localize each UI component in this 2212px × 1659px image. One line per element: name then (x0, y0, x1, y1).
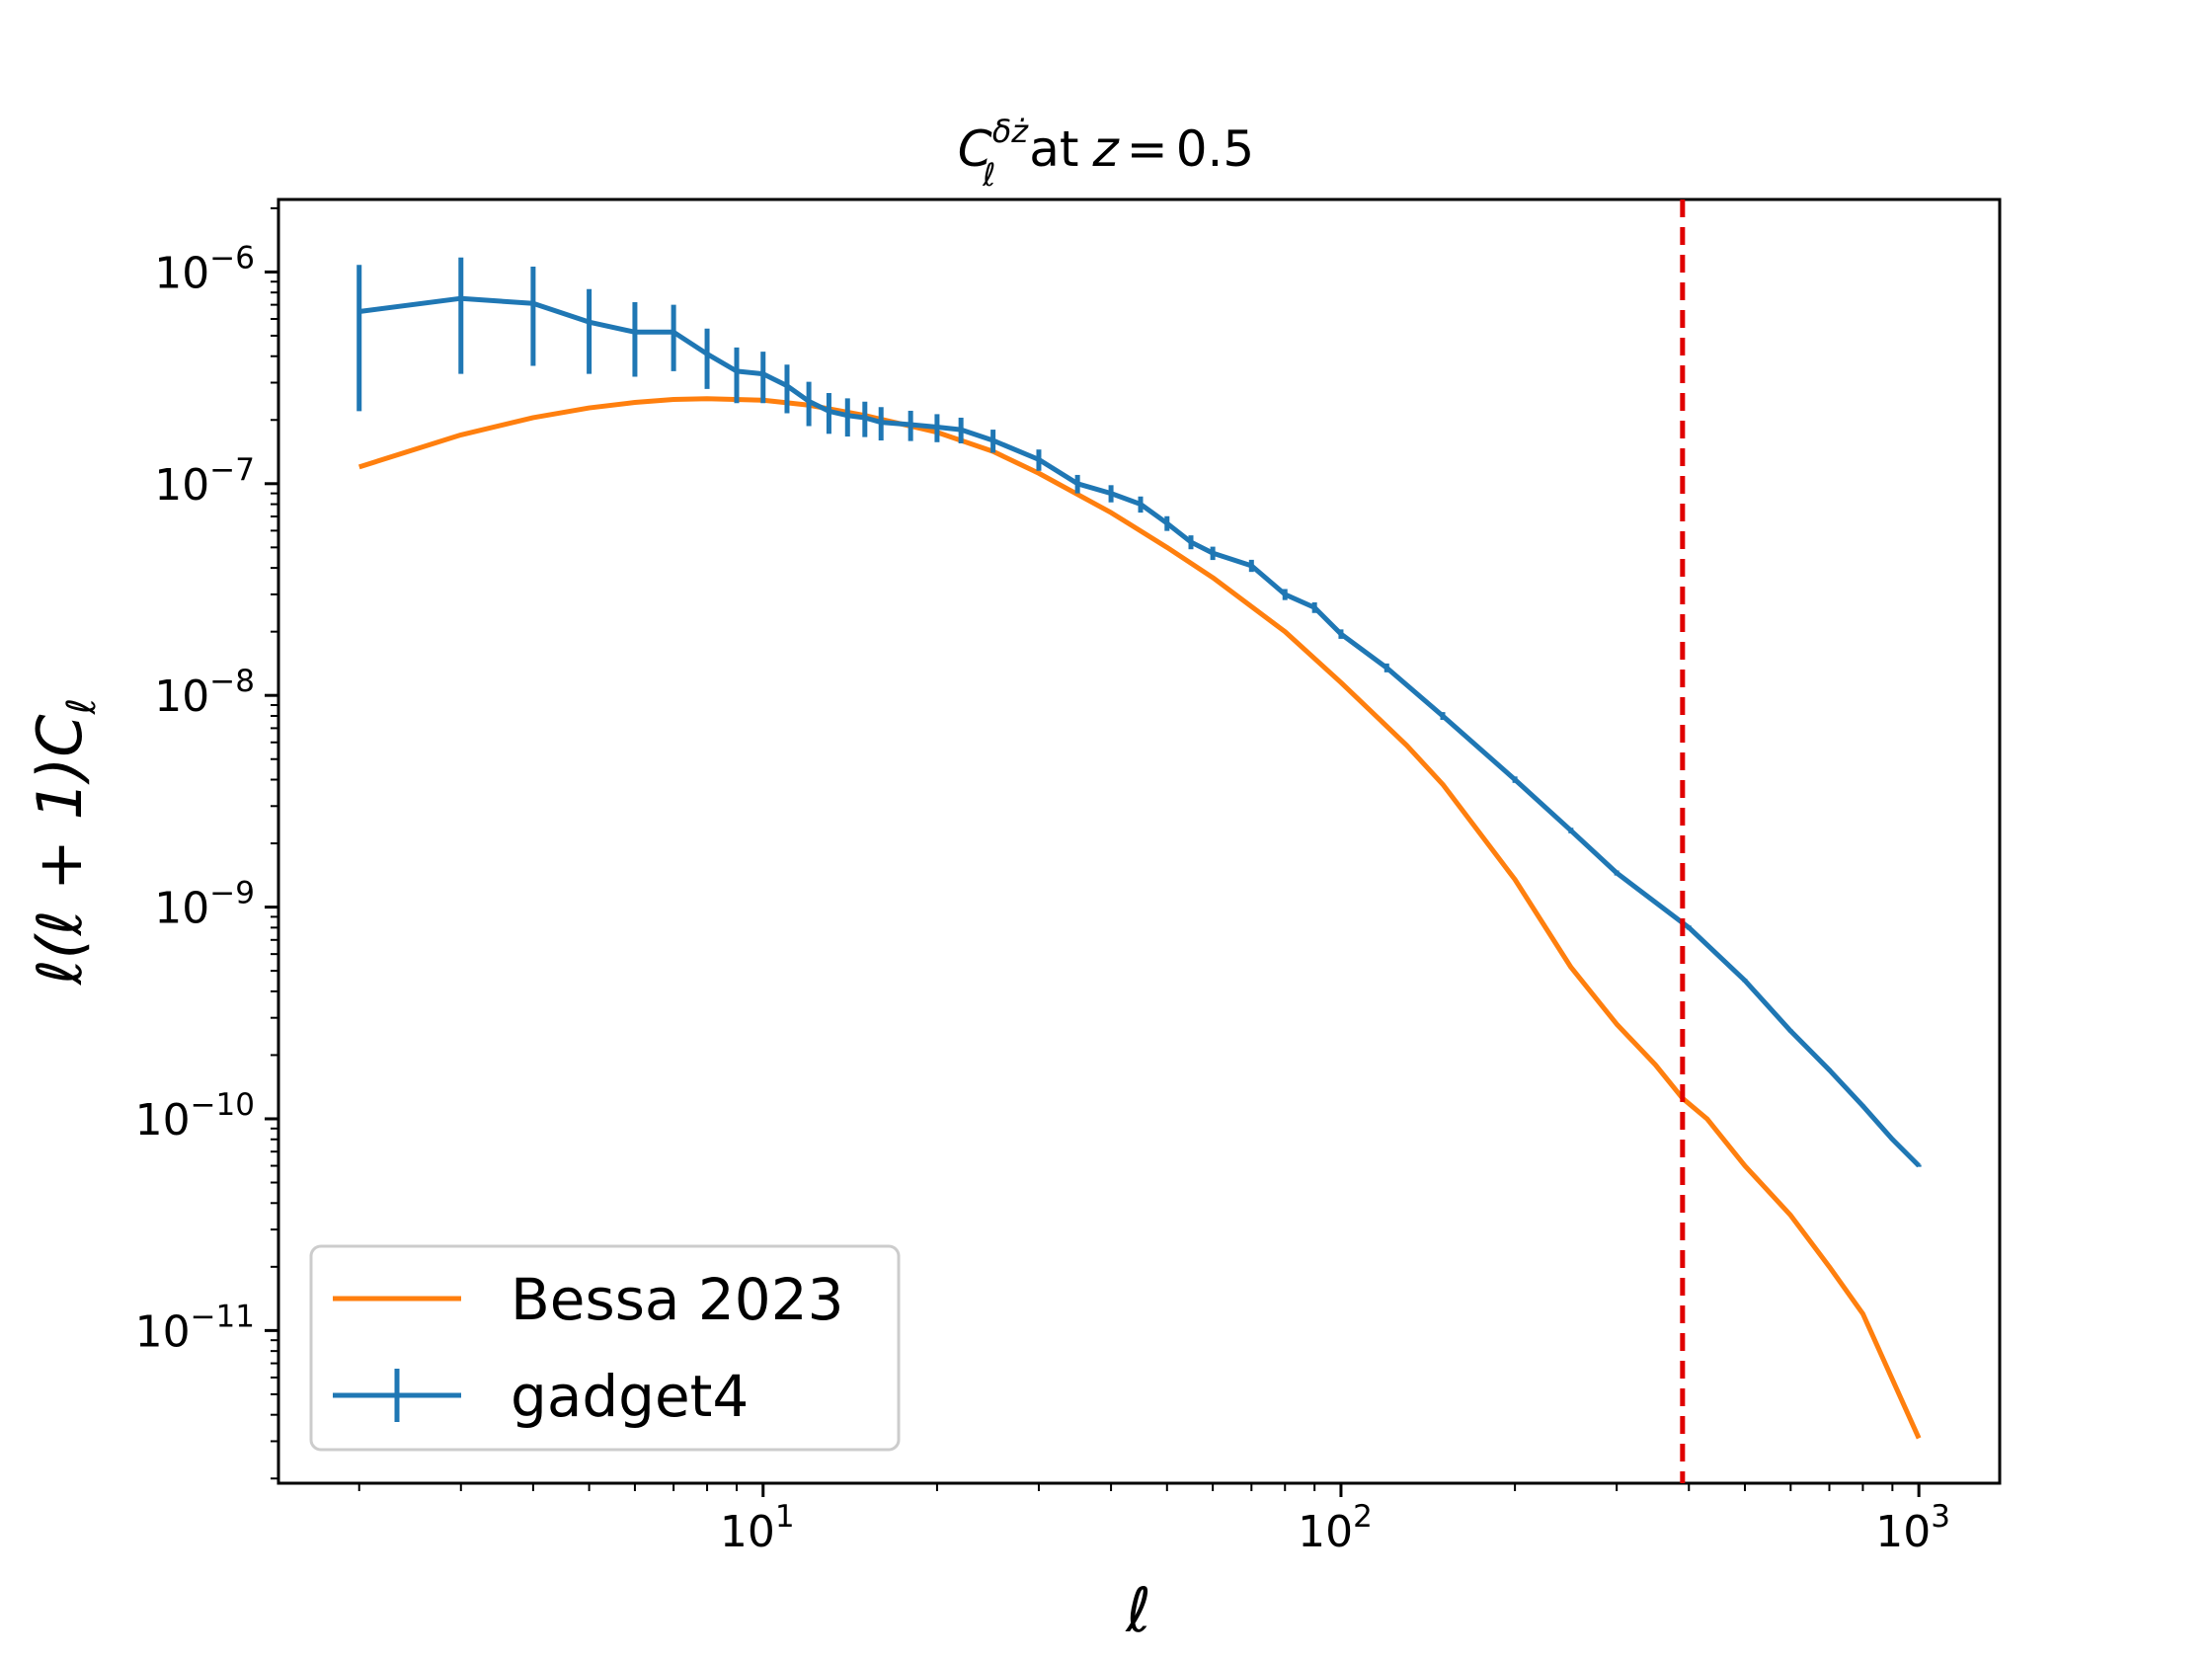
y-tick-label: 10−6 (154, 240, 255, 298)
x-tick-base: 10 (720, 1507, 775, 1557)
x-tick-base: 10 (1298, 1507, 1353, 1557)
legend-label-gadget4: gadget4 (511, 1363, 749, 1430)
title-symbol: C (958, 120, 992, 178)
title-value: 0.5 (1176, 120, 1255, 178)
series-line-gadget4 (358, 295, 1921, 1168)
y-tick-exponent: −10 (191, 1087, 255, 1123)
x-tick-exponent: 2 (1353, 1499, 1373, 1535)
y-tick-base: 10 (135, 1095, 191, 1146)
title-subscript: ℓ (982, 156, 995, 194)
chart-title: Cδż ℓ at z = 0.5 (958, 113, 1254, 194)
x-tick-label: 103 (1875, 1499, 1950, 1557)
x-tick-label: 102 (1298, 1499, 1373, 1557)
y-tick-base: 10 (154, 248, 209, 298)
y-tick-exponent: −9 (209, 876, 255, 911)
y-tick-base: 10 (135, 1306, 191, 1357)
y-axis-label-main: ℓ(ℓ + 1)C (24, 714, 96, 986)
y-tick-base: 10 (154, 460, 209, 511)
x-tick-base: 10 (1875, 1507, 1931, 1557)
title-equals: = (1127, 120, 1168, 178)
plot-frame (276, 198, 2002, 1485)
y-tick-base: 10 (154, 672, 209, 722)
y-axis-label-subscript: ℓ (59, 698, 105, 716)
y-tick-exponent: −7 (209, 452, 255, 488)
y-tick-label: 10−7 (154, 452, 255, 511)
y-tick-base: 10 (154, 884, 209, 934)
x-tick-label: 101 (720, 1499, 795, 1557)
series-line-bessa-2023 (357, 396, 1922, 1440)
x-axis-ticks: 101 102 103 (357, 1483, 1950, 1557)
x-tick-exponent: 1 (775, 1499, 795, 1535)
x-axis-label: ℓ (1125, 1574, 1151, 1646)
legend-label-bessa: Bessa 2023 (511, 1266, 844, 1333)
title-at: at (1029, 120, 1078, 178)
y-tick-label: 10−10 (135, 1087, 255, 1146)
series-layer (356, 199, 1922, 1483)
y-tick-label: 10−11 (135, 1299, 255, 1357)
y-tick-exponent: −11 (191, 1299, 255, 1334)
legend: Bessa 2023 gadget4 (309, 1244, 901, 1452)
y-tick-label: 10−9 (154, 876, 255, 934)
y-tick-label: 10−8 (154, 664, 255, 722)
title-superscript: δż (992, 113, 1030, 150)
y-tick-exponent: −8 (209, 664, 255, 699)
y-axis-label: ℓ(ℓ + 1)Cℓ (24, 698, 105, 986)
title-variable: z (1092, 120, 1121, 178)
x-tick-exponent: 3 (1931, 1499, 1950, 1535)
y-tick-exponent: −6 (209, 240, 255, 276)
